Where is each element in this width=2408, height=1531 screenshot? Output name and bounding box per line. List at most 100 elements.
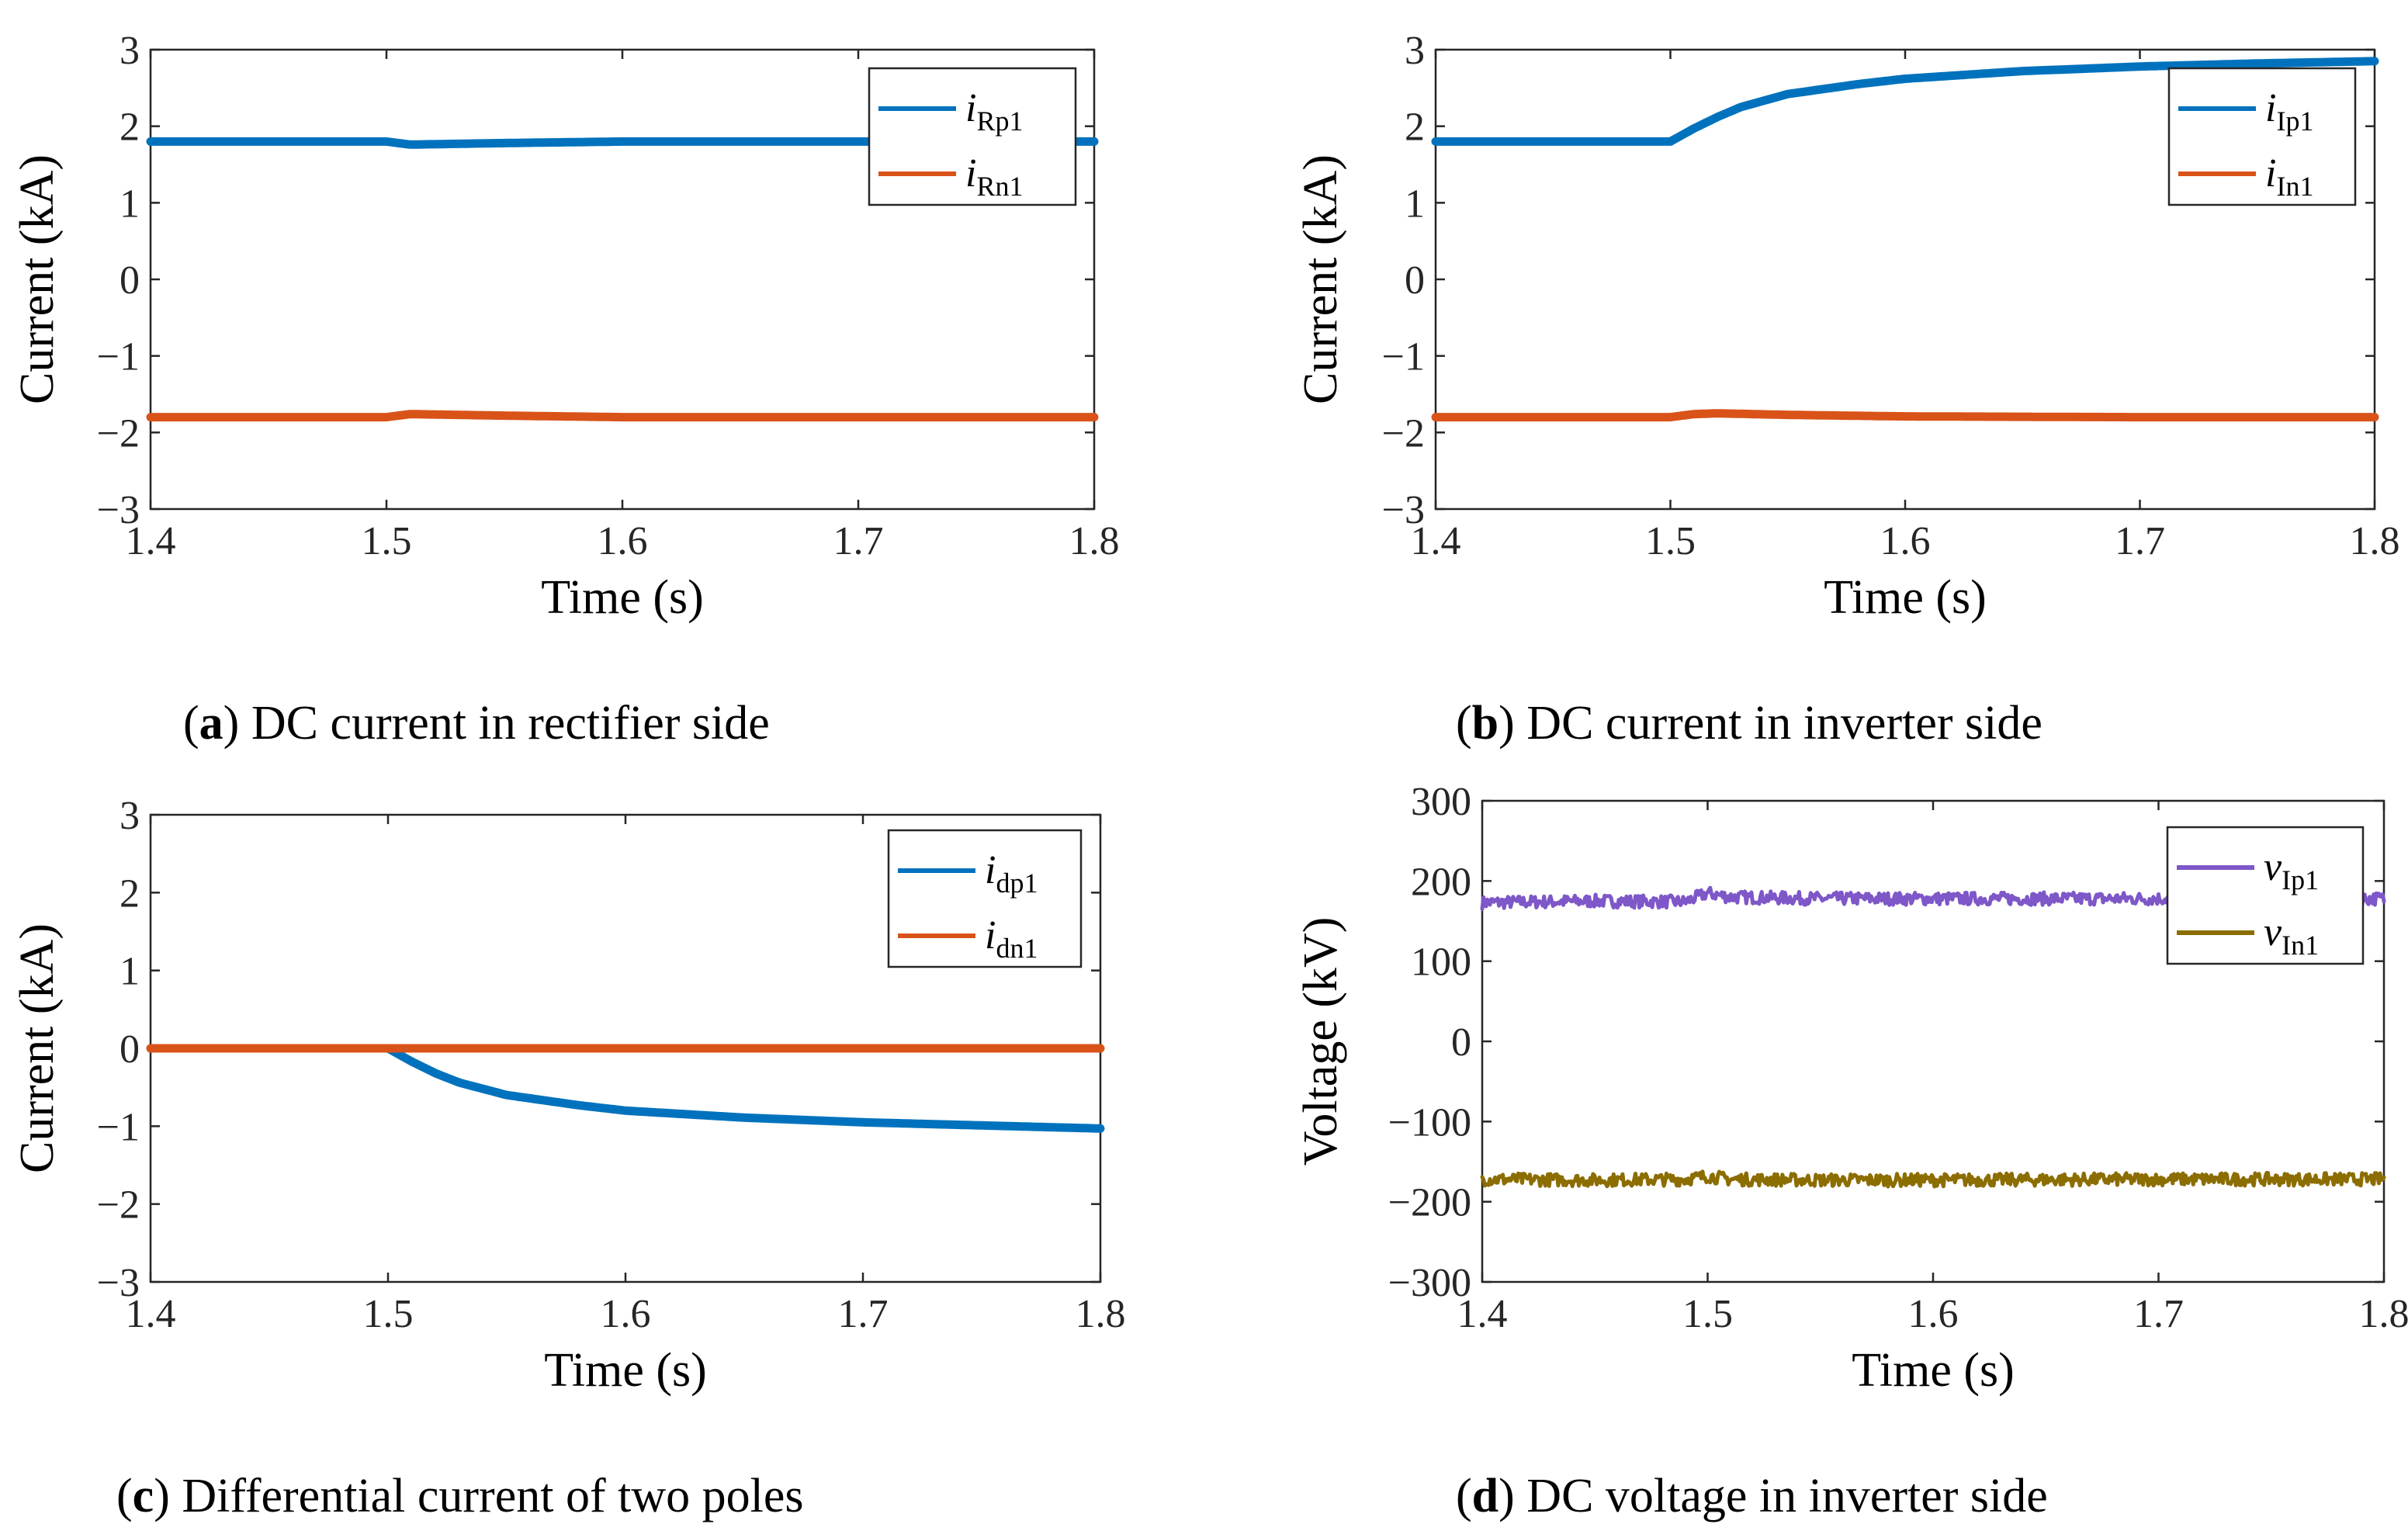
panel-b: 1.4 1.5 1.6 1.7 1.8 −3 −2 −1 0 1 2 3 Time (s) Current…: [1294, 29, 2400, 750]
y-tick-label: −3: [97, 488, 140, 532]
y-tick-label: 3: [120, 794, 140, 838]
y-axis-label: Current (kA): [11, 923, 64, 1173]
legend-label: idp1: [985, 848, 1038, 899]
panel-caption: (b) DC current in inverter side: [1456, 697, 2042, 750]
y-tick-label: 100: [1411, 940, 1471, 985]
x-tick-label: 1.4: [126, 1292, 176, 1336]
y-tick-label: −2: [97, 1183, 140, 1228]
caption-letter: c: [133, 1470, 154, 1522]
y-axis-label: Current (kA): [1294, 154, 1347, 404]
y-tick-label: 2: [1405, 106, 1425, 150]
legend-label: iIn1: [2265, 151, 2313, 202]
legend-subscript: Rn1: [976, 171, 1023, 202]
y-tick-label: 300: [1411, 780, 1471, 824]
panel-caption: (a) DC current in rectifier side: [183, 697, 770, 750]
legend-subscript: Rp1: [976, 106, 1023, 137]
y-tick-label: −1: [97, 335, 140, 379]
legend-subscript: In1: [2276, 171, 2313, 202]
x-tick-label: 1.7: [2115, 519, 2165, 563]
y-tick-label: −300: [1388, 1261, 1471, 1305]
legend-box: [887, 829, 1083, 968]
x-tick-label: 1.7: [833, 519, 884, 563]
x-tick-label: 1.5: [1682, 1292, 1733, 1336]
series-line-v-in1: [1480, 1169, 2386, 1189]
y-tick-label: 3: [120, 29, 140, 73]
caption-paren-close: ): [1499, 697, 1515, 750]
legend-subscript: Ip1: [2276, 106, 2313, 137]
series-line-i-ip1: [1431, 57, 2379, 146]
caption-text: Differential current of two poles: [170, 1470, 804, 1522]
caption-text: DC current in rectifier side: [239, 697, 769, 750]
caption-letter: d: [1472, 1470, 1499, 1522]
panel-d: 1.4 1.5 1.6 1.7 1.8 −300 −200 −100 0 100 200 300 Tim…: [1294, 780, 2408, 1522]
y-tick-label: −100: [1388, 1100, 1471, 1145]
y-tick-label: −1: [97, 1105, 140, 1149]
panel-c: 1.4 1.5 1.6 1.7 1.8 −3 −2 −1 0 1 2 3 Time (s) Current…: [11, 794, 1126, 1522]
y-tick-label: −3: [97, 1261, 140, 1305]
x-tick-label: 1.5: [1645, 519, 1696, 563]
caption-paren-close: ): [154, 1470, 170, 1522]
y-tick-label: −2: [97, 411, 140, 455]
y-axis-label: Current (kA): [11, 154, 64, 404]
x-tick-label: 1.8: [2359, 1292, 2408, 1336]
x-tick-label: 1.5: [363, 1292, 414, 1336]
caption-paren-open: (: [116, 1470, 133, 1522]
x-tick-label: 1.8: [1076, 1292, 1126, 1336]
series-line-i-in1: [1431, 409, 2379, 422]
y-tick-label: −1: [1382, 335, 1425, 379]
legend-label: iRp1: [965, 86, 1023, 137]
legend-label: idn1: [985, 913, 1038, 964]
x-tick-label: 1.6: [1908, 1292, 1959, 1336]
y-tick-label: 1: [120, 950, 140, 994]
x-axis-label: Time (s): [1824, 571, 1987, 624]
x-axis-label: Time (s): [544, 1344, 707, 1397]
y-axis-label: Voltage (kV): [1294, 917, 1347, 1166]
x-tick-label: 1.4: [1457, 1292, 1508, 1336]
caption-paren-open: (: [1456, 697, 1472, 750]
legend-label: iRn1: [965, 151, 1023, 202]
legend-symbol: i: [985, 913, 996, 958]
y-tick-label: 1: [1405, 182, 1425, 226]
caption-paren-close: ): [1499, 1470, 1515, 1522]
series-line-i-dp1: [146, 1044, 1105, 1133]
caption-letter: b: [1472, 697, 1499, 750]
y-tick-label: 200: [1411, 860, 1471, 904]
caption-paren-open: (: [183, 697, 199, 750]
x-tick-label: 1.7: [2133, 1292, 2184, 1336]
y-tick-label: 2: [120, 106, 140, 150]
y-tick-label: 3: [1405, 29, 1425, 73]
y-tick-label: 0: [120, 258, 140, 303]
x-tick-label: 1.7: [838, 1292, 889, 1336]
x-tick-label: 1.8: [1069, 519, 1120, 563]
legend-subscript: dp1: [996, 868, 1038, 899]
x-tick-label: 1.4: [126, 519, 176, 563]
legend-symbol: v: [2264, 910, 2282, 954]
x-tick-label: 1.6: [598, 519, 648, 563]
legend-label: vIp1: [2264, 845, 2319, 895]
legend-box: [2166, 826, 2365, 965]
legend-subscript: dn1: [996, 933, 1038, 964]
x-tick-label: 1.8: [2350, 519, 2400, 563]
caption-text: DC current in inverter side: [1515, 697, 2042, 750]
y-tick-label: −200: [1388, 1181, 1471, 1225]
x-tick-label: 1.6: [601, 1292, 651, 1336]
series-line-i-rn1: [146, 410, 1099, 422]
legend-label: iIp1: [2265, 86, 2313, 137]
x-tick-label: 1.6: [1880, 519, 1931, 563]
caption-text: DC voltage in inverter side: [1515, 1470, 2048, 1522]
y-tick-label: 1: [120, 182, 140, 226]
legend-symbol: v: [2264, 845, 2282, 889]
y-tick-label: −3: [1382, 488, 1425, 532]
legend-subscript: Ip1: [2282, 864, 2319, 895]
panel-caption: (d) DC voltage in inverter side: [1456, 1470, 2048, 1522]
legend-symbol: i: [2265, 86, 2276, 130]
y-tick-label: 0: [120, 1027, 140, 1072]
y-tick-label: 2: [120, 871, 140, 916]
x-axis-label: Time (s): [541, 571, 704, 624]
caption-paren-close: ): [223, 697, 240, 750]
caption-paren-open: (: [1456, 1470, 1472, 1522]
legend-symbol: i: [965, 86, 976, 130]
legend-subscript: In1: [2282, 930, 2319, 961]
y-tick-label: 0: [1451, 1020, 1471, 1065]
